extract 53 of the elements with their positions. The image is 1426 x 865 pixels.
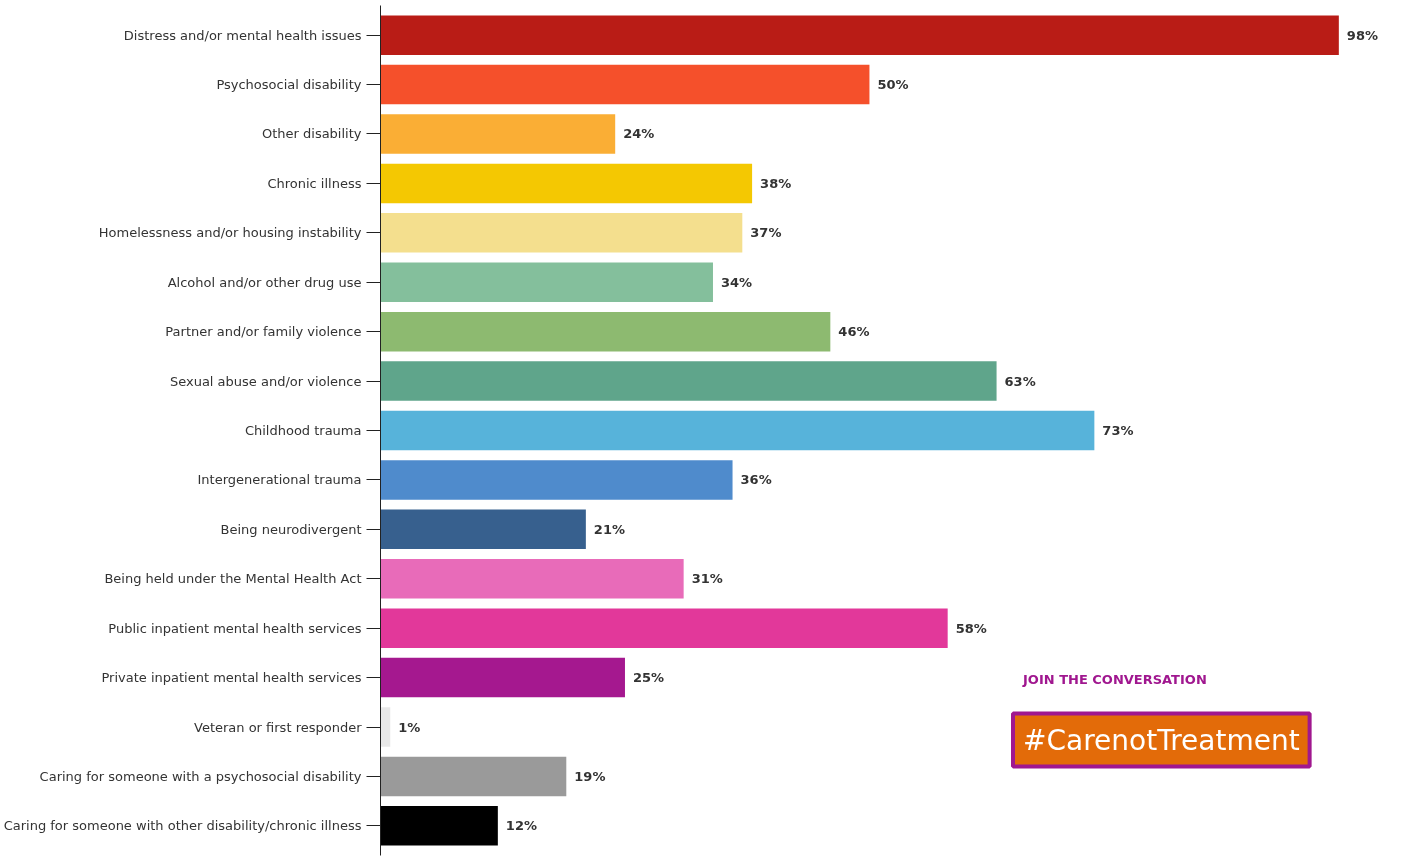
- y-tick-label: Public inpatient mental health services: [108, 620, 362, 636]
- y-tick-label: Partner and/or family violence: [165, 324, 362, 340]
- y-tick-label: Being neurodivergent: [220, 521, 362, 537]
- y-tick-label: Sexual abuse and/or violence: [169, 373, 362, 389]
- data-label: 24%: [623, 126, 655, 142]
- bar: [380, 262, 713, 303]
- y-tick-label: Distress and/or mental health issues: [123, 27, 362, 43]
- bar: [380, 657, 625, 698]
- data-label: 50%: [877, 77, 909, 93]
- bar: [380, 460, 733, 500]
- data-label: 58%: [955, 620, 987, 636]
- annotation: #CarenotTreatment: [1023, 723, 1300, 757]
- data-label: 38%: [760, 175, 792, 191]
- bar: [380, 311, 831, 352]
- y-tick-label: Intergenerational trauma: [197, 472, 362, 488]
- y-tick-label: Other disability: [261, 126, 362, 142]
- bar: [380, 114, 616, 154]
- bar: [380, 608, 948, 648]
- y-tick-label: Alcohol and/or other drug use: [167, 274, 362, 290]
- bar: [380, 707, 391, 747]
- y-tick-label: Psychosocial disability: [216, 77, 362, 93]
- y-tick-label: Homelessness and/or housing instability: [98, 225, 362, 241]
- data-label: 12%: [505, 818, 537, 834]
- data-label: 36%: [740, 472, 772, 488]
- bar: [380, 64, 870, 105]
- y-tick-label: Caring for someone with a psychosocial disability: [39, 768, 362, 784]
- data-label: 1%: [398, 719, 421, 735]
- data-label: 46%: [838, 324, 870, 340]
- bar: [380, 558, 684, 599]
- data-label: 37%: [750, 225, 782, 241]
- data-label: 73%: [1102, 423, 1134, 438]
- y-tick-label: Private inpatient mental health services: [101, 670, 362, 686]
- data-label: 21%: [593, 521, 625, 537]
- bar: [380, 163, 753, 204]
- bar: [380, 15, 1339, 55]
- bar: [380, 361, 997, 401]
- y-tick-label: Childhood trauma: [244, 423, 362, 438]
- data-label: 19%: [574, 768, 606, 784]
- data-label: 63%: [1004, 373, 1036, 389]
- y-tick-label: Caring for someone with other disability/chronic illness: [3, 818, 362, 834]
- bar: [380, 509, 586, 550]
- bar: [380, 806, 498, 846]
- y-tick-label: Chronic illness: [267, 175, 362, 191]
- data-label: 31%: [691, 571, 723, 587]
- data-label: 98%: [1346, 27, 1378, 43]
- bar: [380, 756, 567, 797]
- data-label: 25%: [632, 670, 665, 686]
- annotation: JOIN THE CONVERSATION: [1022, 672, 1207, 688]
- bar: [380, 213, 743, 253]
- data-label: 34%: [720, 274, 753, 290]
- bar: [380, 410, 1095, 451]
- y-tick-label: Veteran or first responder: [194, 719, 363, 735]
- y-tick-label: Being held under the Mental Health Act: [104, 571, 362, 587]
